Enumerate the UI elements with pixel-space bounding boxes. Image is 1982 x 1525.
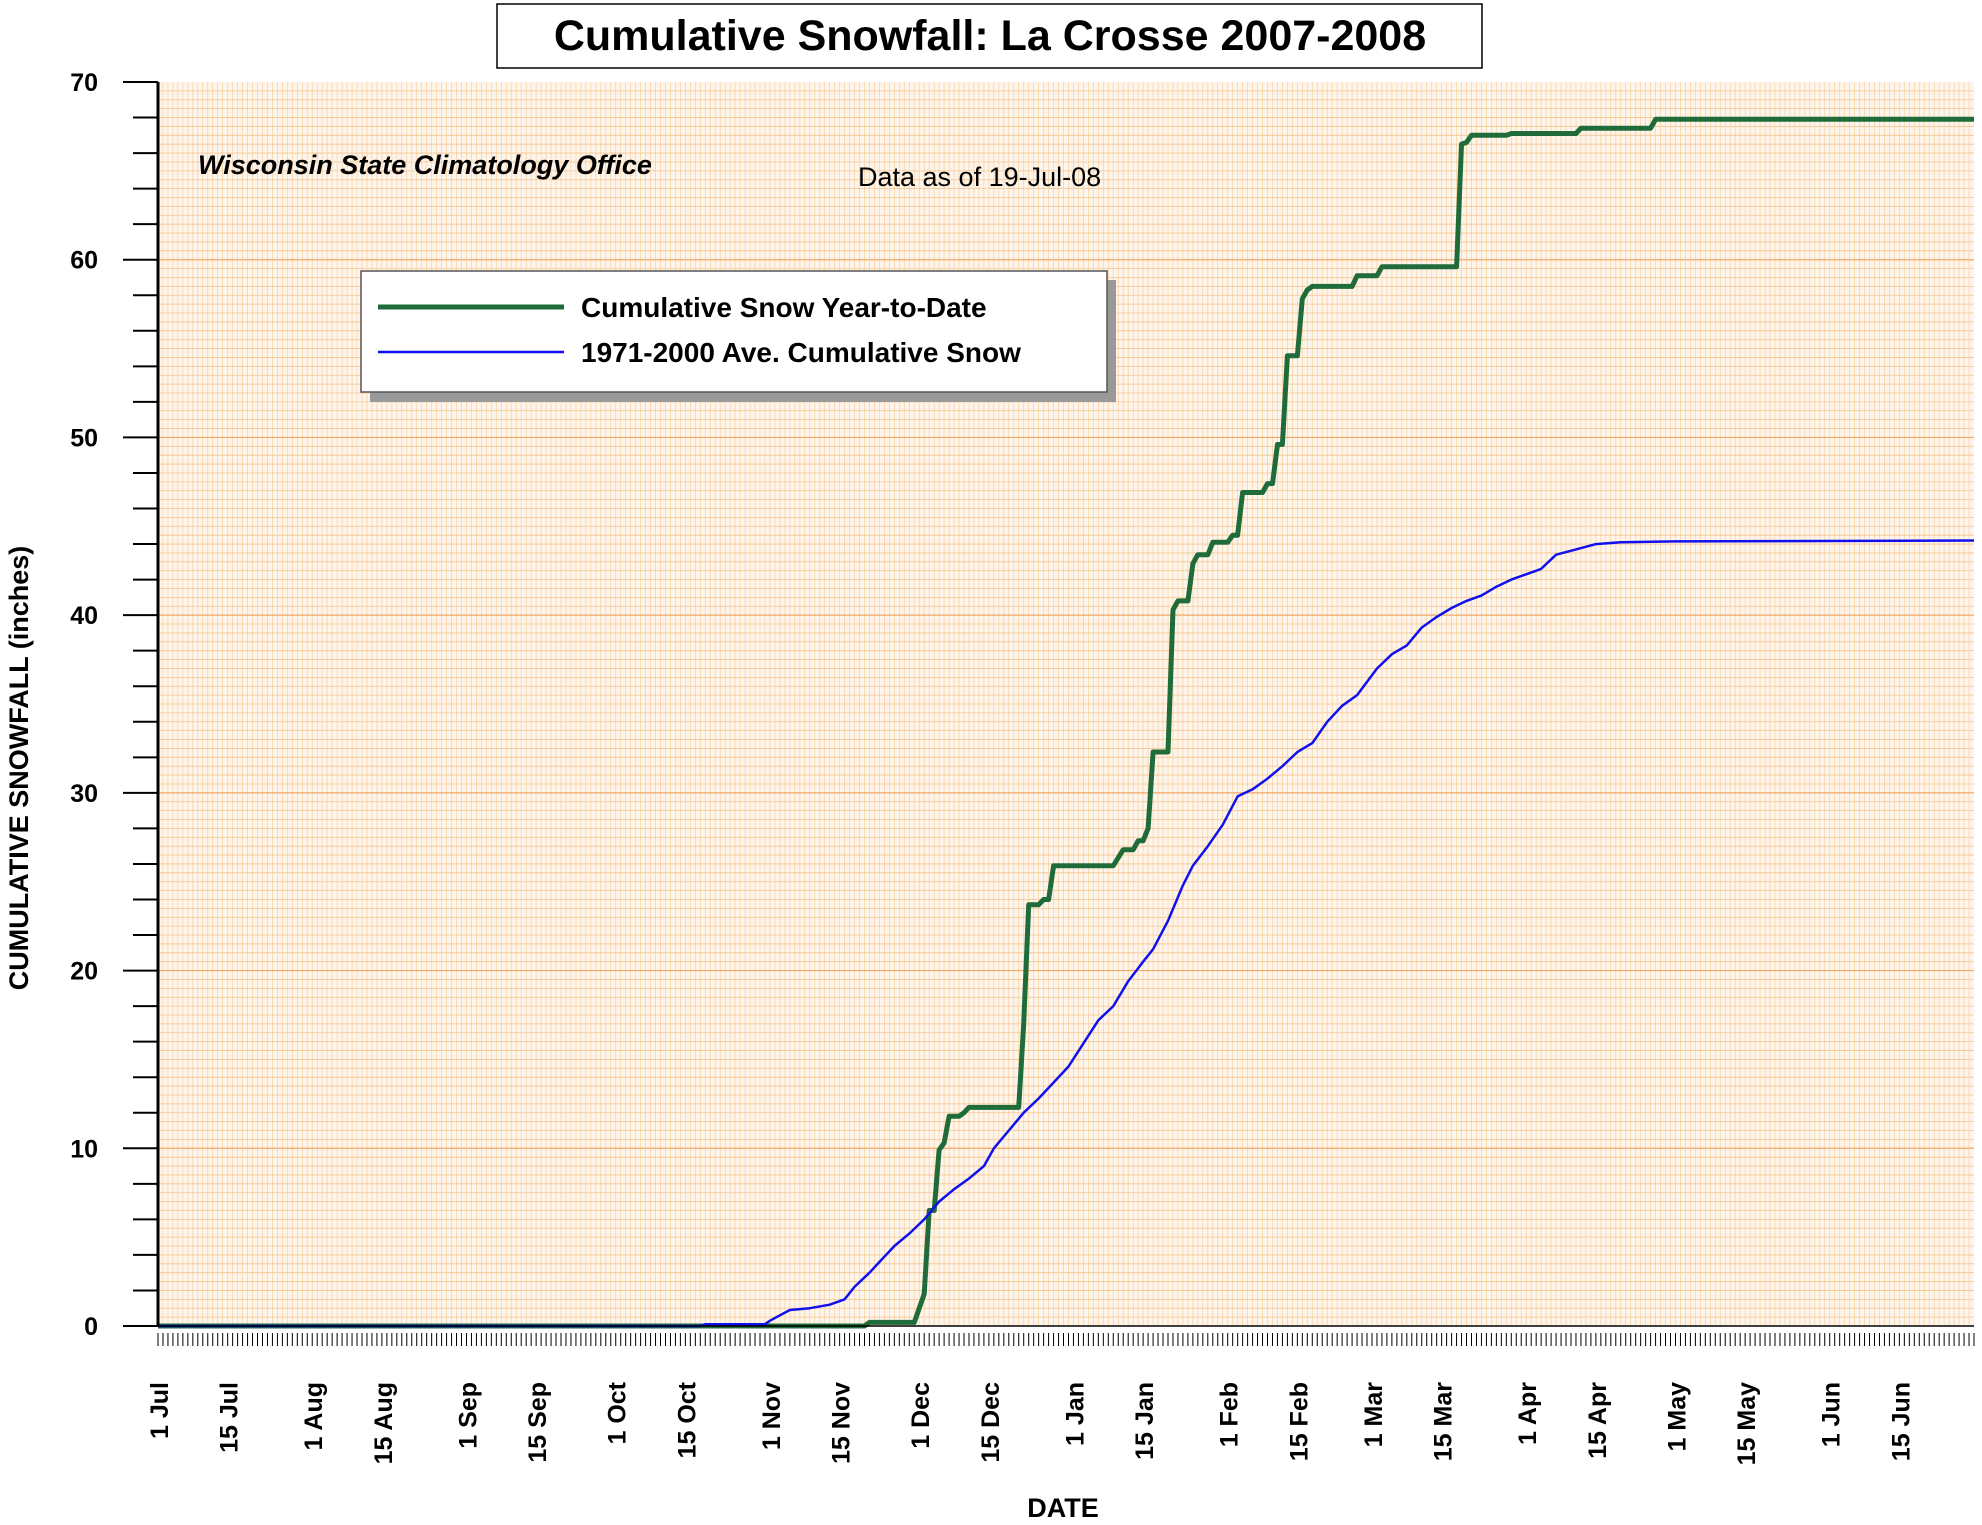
y-tick-label: 50 (70, 424, 98, 452)
series-line-average (158, 539, 1975, 1328)
x-tick-label: 1 Sep (455, 1382, 483, 1449)
x-tick-label: 15 Apr (1584, 1382, 1612, 1459)
x-tick-label: 1 Jan (1062, 1382, 1090, 1446)
axes: 0 10 20 30 40 50 60 70 1 Jul 15 Jul 1 Aug 15 Aug 1 S… (70, 69, 1975, 1465)
y-axis-title: CUMULATIVE SNOWFALL (inches) (4, 546, 34, 991)
y-tick-label: 10 (70, 1135, 98, 1163)
x-tick-label: 15 Jan (1131, 1382, 1159, 1460)
x-tick-label: 15 Jul (216, 1382, 244, 1453)
x-tick-label: 15 Feb (1285, 1382, 1313, 1461)
legend-label-average: 1971-2000 Ave. Cumulative Snow (581, 337, 1021, 368)
series-line-ytd (158, 116, 1974, 1329)
source-annotation: Wisconsin State Climatology Office (198, 150, 652, 180)
y-tick-label: 60 (70, 247, 98, 275)
x-tick-label: 15 Aug (370, 1382, 398, 1464)
x-tick-label: 1 Apr (1514, 1382, 1542, 1445)
x-tick-label: 15 Nov (828, 1382, 856, 1464)
x-tick-label: 15 Oct (673, 1381, 701, 1458)
legend-label-ytd: Cumulative Snow Year-to-Date (581, 292, 987, 323)
x-tick-label: 1 Jun (1818, 1382, 1846, 1447)
legend-box (360, 270, 1108, 393)
series-layer (158, 116, 1975, 1329)
data-date-annotation: Data as of 19-Jul-08 (858, 162, 1101, 192)
y-tick-label: 40 (70, 602, 98, 630)
y-tick-label: 30 (70, 780, 98, 808)
x-tick-label: 15 Dec (977, 1382, 1005, 1463)
y-tick-label: 0 (84, 1313, 98, 1341)
x-tick-label: 1 Jul (146, 1382, 174, 1439)
x-tick-label: 1 Mar (1360, 1382, 1388, 1448)
x-tick-label: 1 Oct (604, 1381, 632, 1444)
x-tick-label: 1 Aug (300, 1382, 328, 1451)
y-tick-label: 70 (70, 69, 98, 97)
x-axis-title: DATE (1027, 1493, 1099, 1523)
x-tick-label: 1 Feb (1216, 1382, 1244, 1447)
x-tick-label: 1 Dec (907, 1382, 935, 1449)
x-tick-label: 1 Nov (758, 1382, 786, 1450)
chart-title: Cumulative Snowfall: La Crosse 2007-2008 (554, 12, 1426, 60)
x-tick-label: 15 Mar (1430, 1382, 1458, 1461)
grid (158, 82, 1974, 1326)
x-tick-label: 15 May (1733, 1382, 1761, 1465)
title-box (496, 3, 1483, 69)
y-tick-label: 20 (70, 958, 98, 986)
legend: Cumulative Snow Year-to-Date 1971-2000 A… (360, 270, 1116, 402)
x-tick-label: 15 Sep (524, 1382, 552, 1463)
x-tick-label: 15 Jun (1887, 1382, 1915, 1461)
x-tick-label: 1 May (1664, 1382, 1692, 1452)
